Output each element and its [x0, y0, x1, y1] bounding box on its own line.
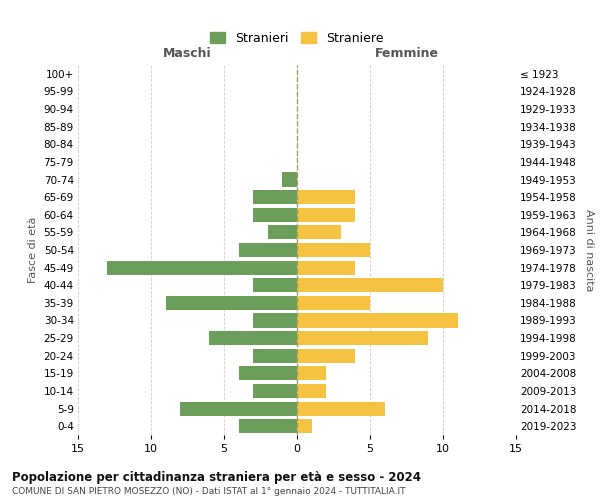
Text: Maschi: Maschi — [163, 46, 212, 60]
Bar — [268, 226, 297, 239]
Bar — [166, 296, 297, 310]
Y-axis label: Fasce di età: Fasce di età — [28, 217, 38, 283]
Bar — [239, 419, 297, 433]
Legend: Stranieri, Straniere: Stranieri, Straniere — [205, 27, 389, 50]
Bar — [297, 243, 370, 257]
Bar — [297, 366, 326, 380]
Bar — [297, 402, 385, 415]
Text: COMUNE DI SAN PIETRO MOSEZZO (NO) - Dati ISTAT al 1° gennaio 2024 - TUTTITALIA.I: COMUNE DI SAN PIETRO MOSEZZO (NO) - Dati… — [12, 486, 406, 496]
Bar — [209, 331, 297, 345]
Bar — [297, 348, 355, 363]
Text: Femmine: Femmine — [374, 46, 439, 60]
Bar — [297, 384, 326, 398]
Bar — [253, 190, 297, 204]
Bar — [297, 278, 443, 292]
Bar — [253, 208, 297, 222]
Bar — [297, 419, 311, 433]
Bar — [297, 331, 428, 345]
Bar — [107, 260, 297, 274]
Bar — [253, 278, 297, 292]
Bar — [297, 260, 355, 274]
Y-axis label: Anni di nascita: Anni di nascita — [584, 209, 593, 291]
Text: Popolazione per cittadinanza straniera per età e sesso - 2024: Popolazione per cittadinanza straniera p… — [12, 472, 421, 484]
Bar — [239, 243, 297, 257]
Bar — [180, 402, 297, 415]
Bar — [253, 384, 297, 398]
Bar — [297, 208, 355, 222]
Bar — [253, 348, 297, 363]
Bar — [297, 226, 341, 239]
Bar — [297, 190, 355, 204]
Bar — [297, 296, 370, 310]
Bar — [283, 172, 297, 186]
Bar — [297, 314, 458, 328]
Bar — [239, 366, 297, 380]
Bar — [253, 314, 297, 328]
